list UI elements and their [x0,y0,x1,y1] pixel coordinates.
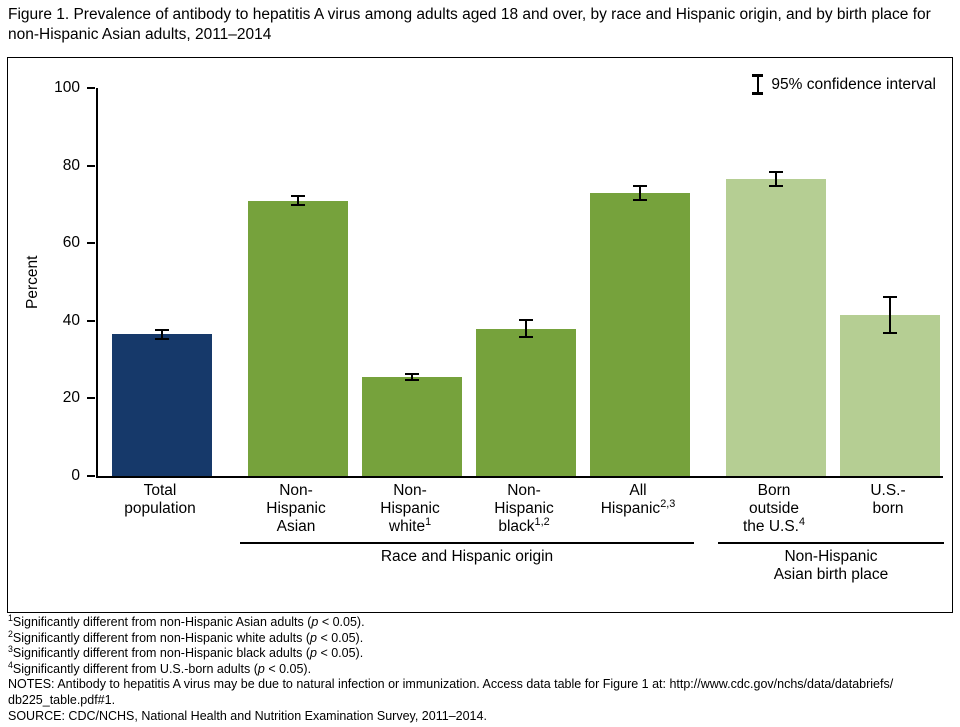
bar [112,334,212,476]
y-tick-label: 60 [62,234,80,252]
footnote-line: NOTES: Antibody to hepatitis A virus may… [8,677,894,692]
error-bar-cap-bottom [633,198,647,201]
bar [726,179,826,476]
footnote-line: SOURCE: CDC/NCHS, National Health and Nu… [8,708,487,723]
error-bar-stem [525,318,527,339]
error-bar-cap-bottom [155,338,169,341]
error-bar [405,373,419,381]
y-axis-title: Percent [24,255,41,309]
error-bar-cap-top [883,295,897,298]
group-label: Non-Hispanic Asian birth place [773,548,889,583]
bar [476,328,576,476]
error-bar-cap-top [633,185,647,188]
footnote-line: 4Significantly different from U.S.-born … [8,659,312,676]
x-tick-label: Born outside the U.S.4 [742,482,806,535]
y-tick-label: 40 [62,311,80,329]
y-tick-label: 20 [62,389,80,407]
error-bar-cap-top [291,194,305,197]
x-tick-label: Total population [124,482,196,517]
ci-legend: 95% confidence interval [752,74,936,95]
y-tick-label: 0 [71,467,80,484]
group-line [718,542,944,544]
footnote-line: 2Significantly different from non-Hispan… [8,628,364,645]
error-bar-cap-bottom [519,336,533,339]
error-bar-stem [639,185,641,201]
error-bar-cap-bottom [769,184,783,187]
y-tick-mark [87,242,95,245]
footnote-line: 3Significantly different from non-Hispan… [8,644,364,661]
error-bar [519,318,533,339]
error-bar-cap-top [155,328,169,331]
x-tick-label: Non- Hispanic black1,2 [494,482,554,535]
ci-legend-label: 95% confidence interval [771,75,936,93]
y-tick-label: 80 [62,156,80,174]
y-tick-mark [87,164,95,167]
chart-frame: 95% confidence interval Percent 0 20 40 60 8… [7,57,953,613]
bar [590,192,690,476]
footnote-line: 1Significantly different from non-Hispan… [8,612,365,629]
error-bar-stem [889,295,891,335]
error-bar-stem [161,328,163,341]
figure-title: Figure 1. Prevalence of antibody to hepa… [8,6,931,43]
y-tick-label: 100 [54,79,80,96]
error-bar [883,295,897,335]
group-label: Race and Hispanic origin [380,548,554,565]
y-tick-mark [87,87,95,89]
error-bar-stem [297,194,299,207]
footnotes: 1Significantly different from non-Hispan… [8,612,954,724]
confidence-interval-icon [752,74,764,95]
error-bar-cap-bottom [291,204,305,207]
x-tick-label: Non- Hispanic white1 [380,482,440,535]
error-bar-cap-top [405,373,419,376]
error-bar [291,194,305,207]
x-tick-label: All Hispanic2,3 [600,482,676,517]
error-bar-cap-top [519,318,533,321]
bar [248,200,348,476]
bar [362,377,462,476]
error-bar [633,185,647,201]
error-bar [769,171,783,187]
y-tick-mark [87,397,95,400]
x-tick-label: Non- Hispanic Asian [266,482,326,535]
x-tick-label: U.S.- born [870,482,906,517]
plot-area [96,88,943,478]
error-bar-cap-bottom [883,332,897,335]
error-bar [155,328,169,341]
error-bar-stem [775,171,777,187]
y-tick-mark [87,319,95,322]
bar [840,314,940,476]
group-line [240,542,694,544]
y-tick-mark [87,475,95,477]
footnote-line: db225_table.pdf#1. [8,692,116,707]
error-bar-cap-bottom [405,378,419,381]
error-bar-cap-top [769,171,783,174]
error-bar-stem [411,373,413,381]
